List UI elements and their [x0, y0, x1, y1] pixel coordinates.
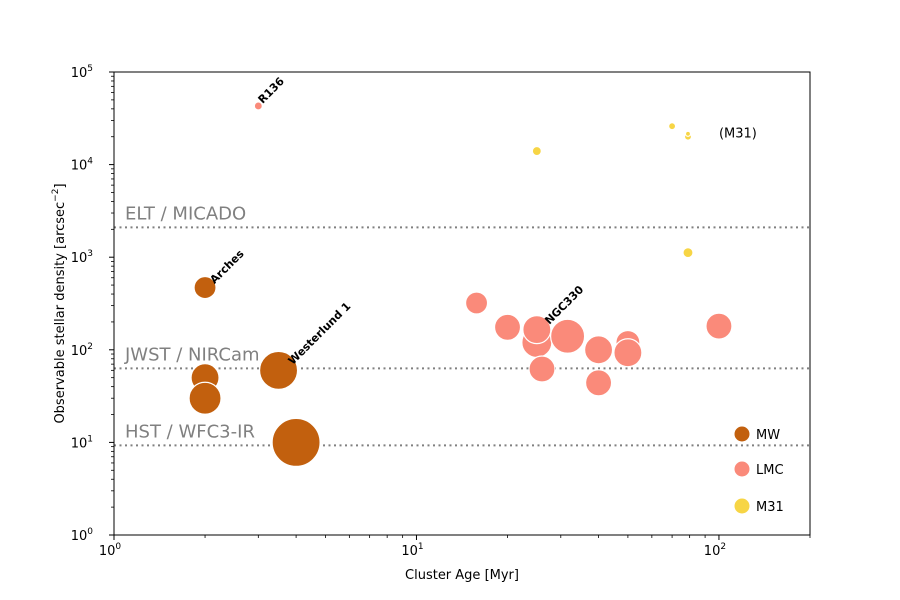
point-annotation: Arches [207, 247, 246, 286]
data-point-lmc [253, 101, 263, 111]
data-point-m31 [684, 130, 692, 137]
data-point-lmc [705, 312, 733, 340]
data-point-lmc [583, 335, 614, 365]
x-tick-label: 100 [99, 542, 122, 559]
data-point-lmc [528, 355, 556, 383]
x-tick-label: 101 [401, 542, 423, 559]
y-axis-label: Observable stellar density [arcsec−2] [51, 183, 68, 423]
reference-line-label: JWST / NIRCam [124, 344, 260, 365]
reference-line-label: HST / WFC3-IR [125, 421, 255, 442]
y-axis: 100 101 102 103 104 105 [71, 64, 114, 544]
data-points [188, 101, 733, 467]
reference-lines: ELT / MICADO JWST / NIRCam HST / WFC3-IR [114, 203, 810, 447]
data-point-m31 [531, 145, 542, 157]
y-tick-label: 104 [71, 157, 94, 174]
point-annotation: Westerlund 1 [286, 300, 354, 368]
point-annotation: (M31) [719, 127, 757, 142]
legend-marker-m31 [733, 497, 751, 515]
data-point-lmc [550, 318, 586, 354]
plot-frame [113, 71, 811, 536]
data-point-mw [271, 417, 321, 467]
data-point-lmc [464, 291, 489, 315]
data-point-mw [258, 350, 299, 390]
x-axis-label: Cluster Age [Myr] [405, 568, 519, 583]
y-tick-label: 105 [71, 64, 93, 81]
data-point-lmc [613, 338, 643, 368]
data-point-m31 [667, 122, 677, 131]
y-tick-label: 102 [71, 342, 93, 359]
reference-line-label: ELT / MICADO [125, 203, 246, 224]
y-tick-label: 101 [71, 434, 93, 451]
data-point-mw [188, 381, 222, 415]
data-point-mw [193, 275, 217, 300]
data-point-lmc [493, 313, 522, 341]
y-tick-label: 100 [71, 527, 94, 544]
point-annotation: R136 [256, 75, 288, 107]
legend-marker-lmc [733, 460, 751, 478]
legend-marker-mw [733, 425, 751, 443]
data-point-lmc [584, 369, 613, 397]
y-tick-label: 103 [71, 249, 93, 266]
legend-label: LMC [756, 463, 784, 478]
legend-label: M31 [756, 500, 784, 515]
x-axis: 100 101 102 [99, 535, 811, 559]
legend: MW LMC M31 [733, 425, 784, 515]
x-tick-label: 102 [704, 542, 726, 559]
data-point-m31 [682, 247, 694, 259]
data-point-lmc [522, 315, 552, 345]
legend-label: MW [756, 428, 780, 443]
